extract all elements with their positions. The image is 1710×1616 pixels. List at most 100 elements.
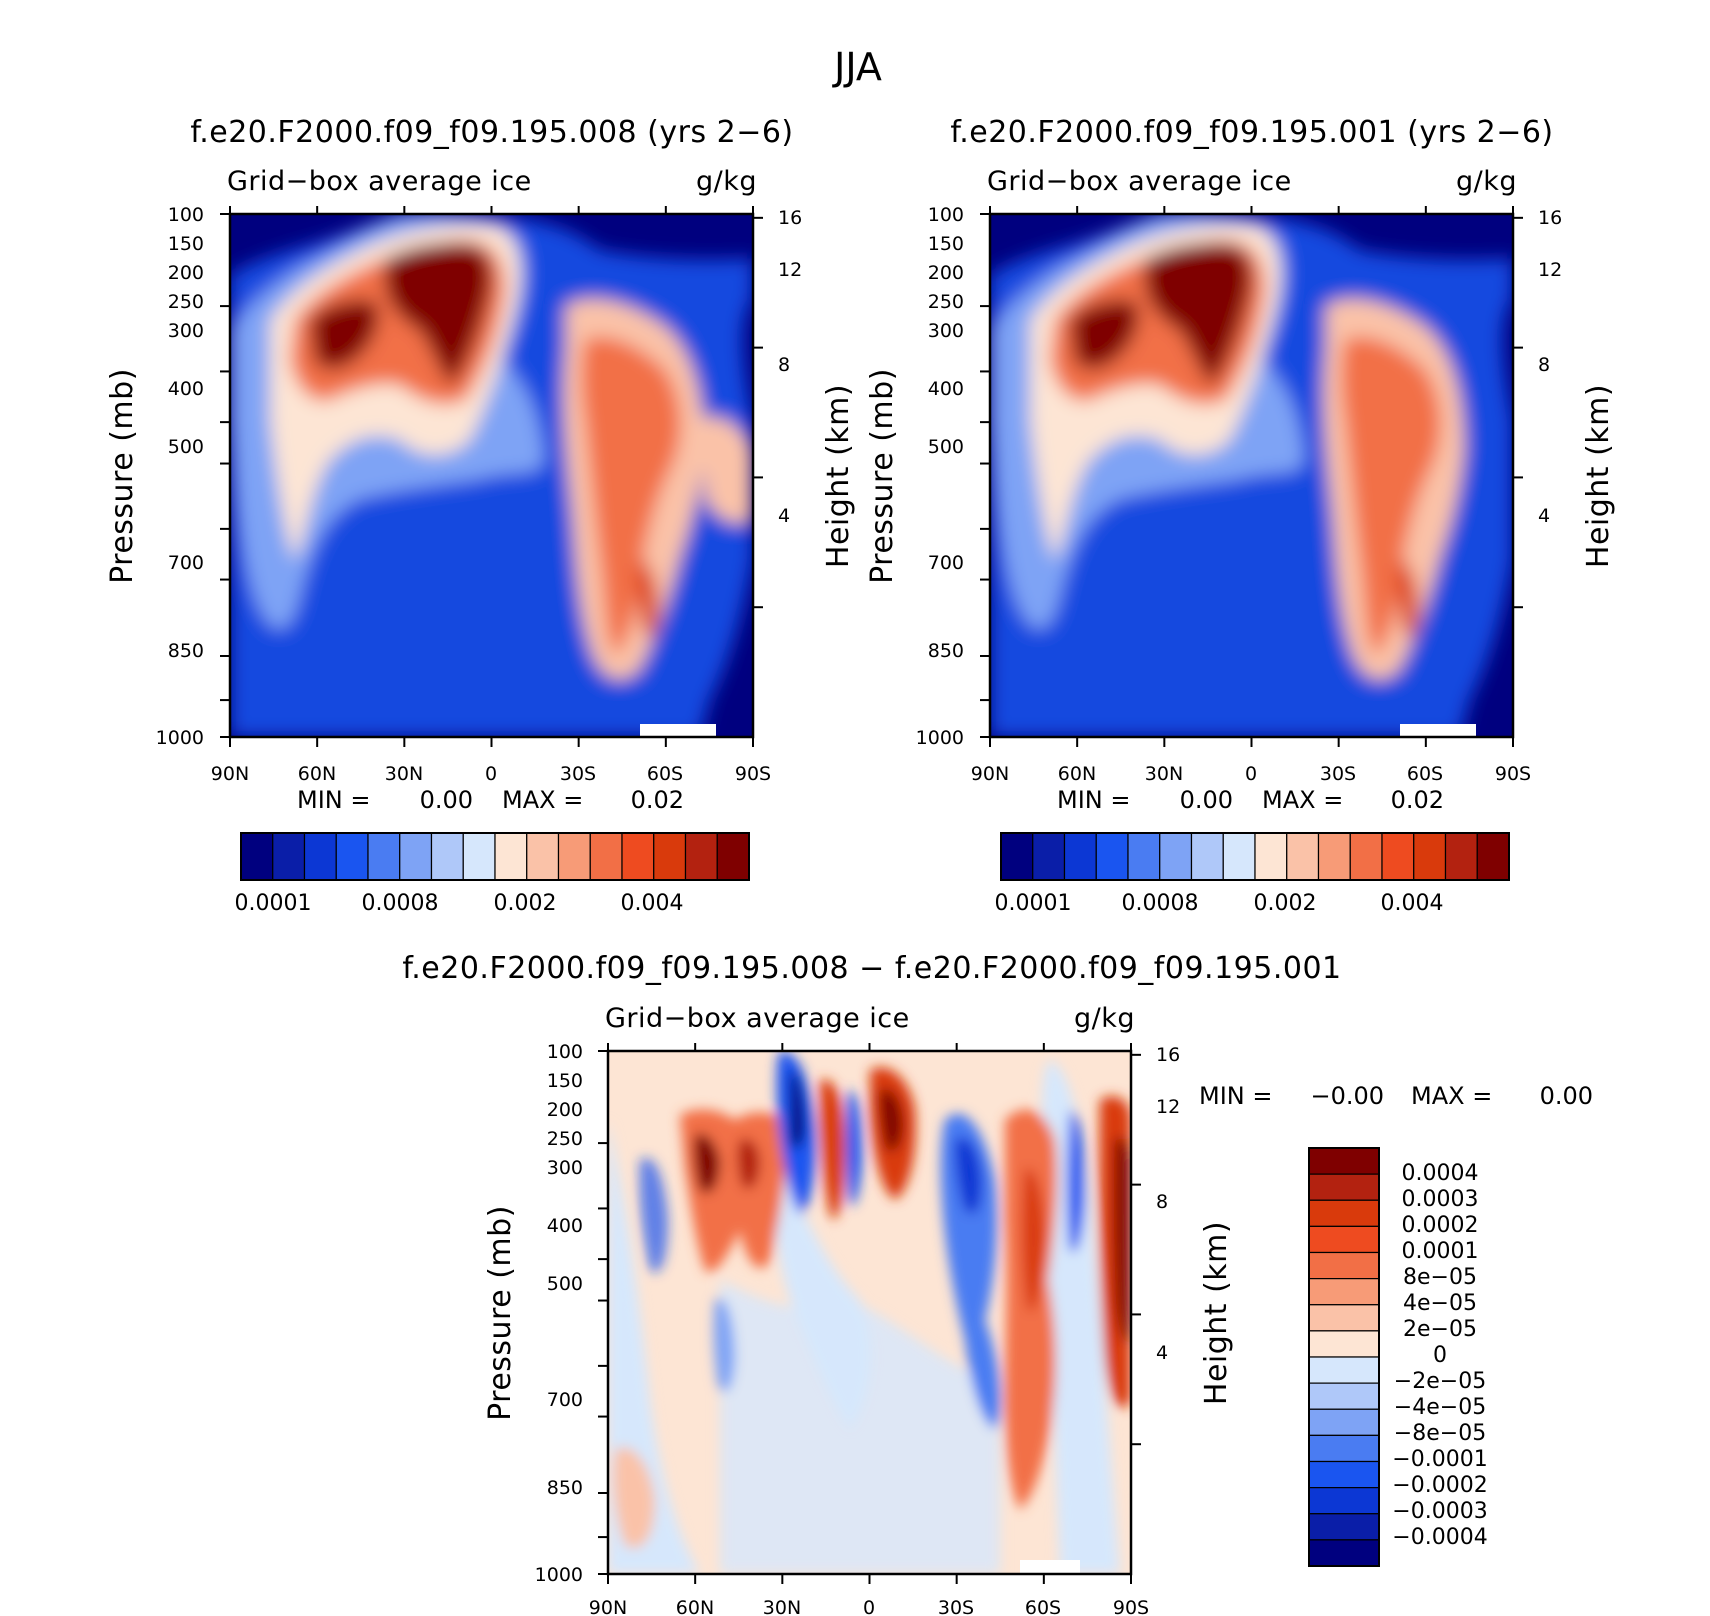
height-tick-label: 12	[1156, 1096, 1180, 1118]
height-tick-label: 8	[778, 354, 790, 376]
y-tick-label: 300	[928, 320, 964, 342]
colorbar-swatch	[367, 832, 401, 881]
colorbar-swatch	[1308, 1356, 1380, 1384]
y-tick-label: 850	[168, 640, 204, 662]
panel-2-title: f.e20.F2000.f09_f09.195.001 (yrs 2−6)	[950, 115, 1553, 150]
colorbar-swatch	[1308, 1278, 1380, 1306]
panel-1-max-label: MAX =	[502, 786, 583, 814]
height-tick-label: 4	[778, 505, 790, 527]
colorbar-swatch	[1413, 832, 1447, 881]
colorbar-swatch	[1000, 832, 1034, 881]
colorbar-swatch	[1349, 832, 1383, 881]
panel-2-subtitle-right: g/kg	[1456, 166, 1517, 197]
colorbar-swatch	[1063, 832, 1097, 881]
colorbar-swatch	[1308, 1251, 1380, 1280]
colorbar-swatch	[1444, 832, 1478, 881]
colorbar-swatch	[335, 832, 369, 881]
y-tick-label: 700	[168, 552, 204, 574]
colorbar-swatch	[1308, 1539, 1380, 1567]
figure-title: JJA	[832, 45, 882, 89]
panel-2-max-value: 0.02	[1391, 786, 1444, 814]
x-tick-label: 90N	[211, 763, 249, 785]
y-tick-label: 500	[547, 1273, 583, 1295]
y-tick-label: 150	[168, 233, 204, 255]
colorbar-swatch	[557, 832, 591, 881]
colorbar-label: 0.0001	[235, 891, 312, 916]
colorbar-swatch	[716, 832, 750, 881]
x-tick-label: 30S	[938, 1597, 974, 1616]
colorbar-swatch	[1308, 1434, 1380, 1463]
colorbar-swatch	[1476, 832, 1510, 881]
x-tick-label: 60N	[298, 763, 336, 785]
x-tick-label: 60N	[1058, 763, 1096, 785]
y-tick-label: 500	[168, 436, 204, 458]
y-tick-label: 300	[168, 320, 204, 342]
colorbar-swatch	[430, 832, 464, 881]
colorbar-swatch	[1308, 1173, 1380, 1201]
colorbar-swatch	[1127, 832, 1161, 881]
x-tick-label: 30N	[763, 1597, 801, 1616]
colorbar-swatch	[1308, 1147, 1380, 1175]
panel-3-subtitle-right: g/kg	[1074, 1003, 1135, 1034]
x-tick-label: 90S	[735, 763, 771, 785]
y-tick-label: 850	[928, 640, 964, 662]
y-tick-label: 400	[928, 378, 964, 400]
panel-1-y2label: Height (km)	[821, 384, 856, 568]
colorbar-swatch	[589, 832, 623, 881]
y-tick-label: 1000	[916, 727, 964, 749]
colorbar-label: −0.0004	[1392, 1525, 1487, 1550]
x-tick-label: 30S	[560, 763, 596, 785]
x-tick-label: 0	[863, 1597, 875, 1616]
colorbar-swatch	[1308, 1460, 1380, 1489]
colorbar-label: 0.0001	[1402, 1239, 1479, 1264]
y-tick-label: 200	[928, 262, 964, 284]
x-tick-label: 60S	[1407, 763, 1443, 785]
colorbar-label: 0.0008	[362, 891, 439, 916]
colorbar-swatch	[272, 832, 306, 881]
colorbar-swatch	[1222, 832, 1256, 881]
colorbar-label: −0.0002	[1392, 1473, 1487, 1498]
panel-3-max-label: MAX =	[1411, 1082, 1492, 1110]
colorbar-swatch	[1286, 832, 1320, 881]
height-tick-label: 16	[1156, 1044, 1180, 1066]
panel-3-max-value: 0.00	[1540, 1082, 1593, 1110]
y-tick-label: 400	[168, 378, 204, 400]
panel-1-title: f.e20.F2000.f09_f09.195.008 (yrs 2−6)	[190, 115, 793, 150]
colorbar-label: −8e−05	[1394, 1421, 1486, 1446]
colorbar-swatch	[1159, 832, 1193, 881]
colorbar-swatch	[1190, 832, 1224, 881]
x-tick-label: 90N	[971, 763, 1009, 785]
colorbar-swatch	[684, 832, 718, 881]
y-tick-label: 250	[547, 1128, 583, 1150]
panel-2-ylabel: Pressure (mb)	[865, 368, 900, 584]
colorbar-swatch	[399, 832, 433, 881]
panel-3-ylabel: Pressure (mb)	[483, 1205, 518, 1421]
height-tick-label: 8	[1156, 1191, 1168, 1213]
colorbar-swatch	[240, 832, 274, 881]
colorbar-swatch	[1308, 1330, 1380, 1358]
panel-2-max-label: MAX =	[1262, 786, 1343, 814]
colorbar-frame	[240, 832, 750, 881]
x-tick-label: 0	[485, 763, 497, 785]
y-tick-label: 700	[928, 552, 964, 574]
x-tick-label: 60S	[647, 763, 683, 785]
x-tick-label: 60S	[1025, 1597, 1061, 1616]
colorbar-swatch	[526, 832, 560, 881]
colorbar-swatch	[462, 832, 496, 881]
y-tick-label: 250	[928, 291, 964, 313]
height-tick-label: 8	[1538, 354, 1550, 376]
colorbar-label: −0.0003	[1392, 1499, 1487, 1524]
colorbar-label: 0.0002	[1402, 1213, 1479, 1238]
panel-3-y2label: Height (km)	[1199, 1221, 1234, 1405]
colorbar-label: 8e−05	[1403, 1265, 1477, 1290]
colorbar-swatch	[1308, 1487, 1380, 1515]
y-tick-label: 200	[547, 1099, 583, 1121]
panel-2-y2label: Height (km)	[1581, 384, 1616, 568]
colorbar-label: −4e−05	[1394, 1395, 1486, 1420]
x-tick-label: 90S	[1495, 763, 1531, 785]
colorbar-frame	[1000, 832, 1510, 881]
colorbar-label: 0.0003	[1402, 1187, 1479, 1212]
colorbar-frame	[1308, 1147, 1380, 1567]
panel-3-colorbar	[1308, 1147, 1380, 1567]
